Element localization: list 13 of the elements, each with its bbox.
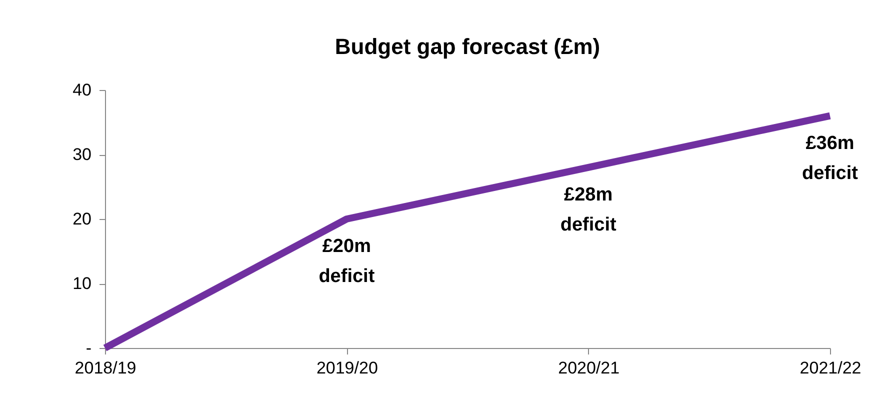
y-tick-label: 20 (72, 210, 92, 228)
y-tick-label: 30 (72, 145, 92, 164)
annotation: £28m deficit (560, 184, 617, 236)
x-tick-label: 2021/22 (800, 358, 862, 378)
x-tick-label: 2020/21 (558, 358, 620, 378)
y-tick-label: 40 (72, 80, 92, 100)
annotation: £20m deficit (318, 236, 376, 287)
x-tick-label: 2018/19 (74, 358, 136, 378)
y-tick-label: - (86, 338, 92, 358)
chart-title: Budget gap forecast (£m) (334, 34, 600, 59)
y-tick-label: 10 (72, 274, 92, 293)
x-tick-label: 2019/20 (316, 358, 378, 378)
annotation: £36m deficit (802, 132, 859, 184)
